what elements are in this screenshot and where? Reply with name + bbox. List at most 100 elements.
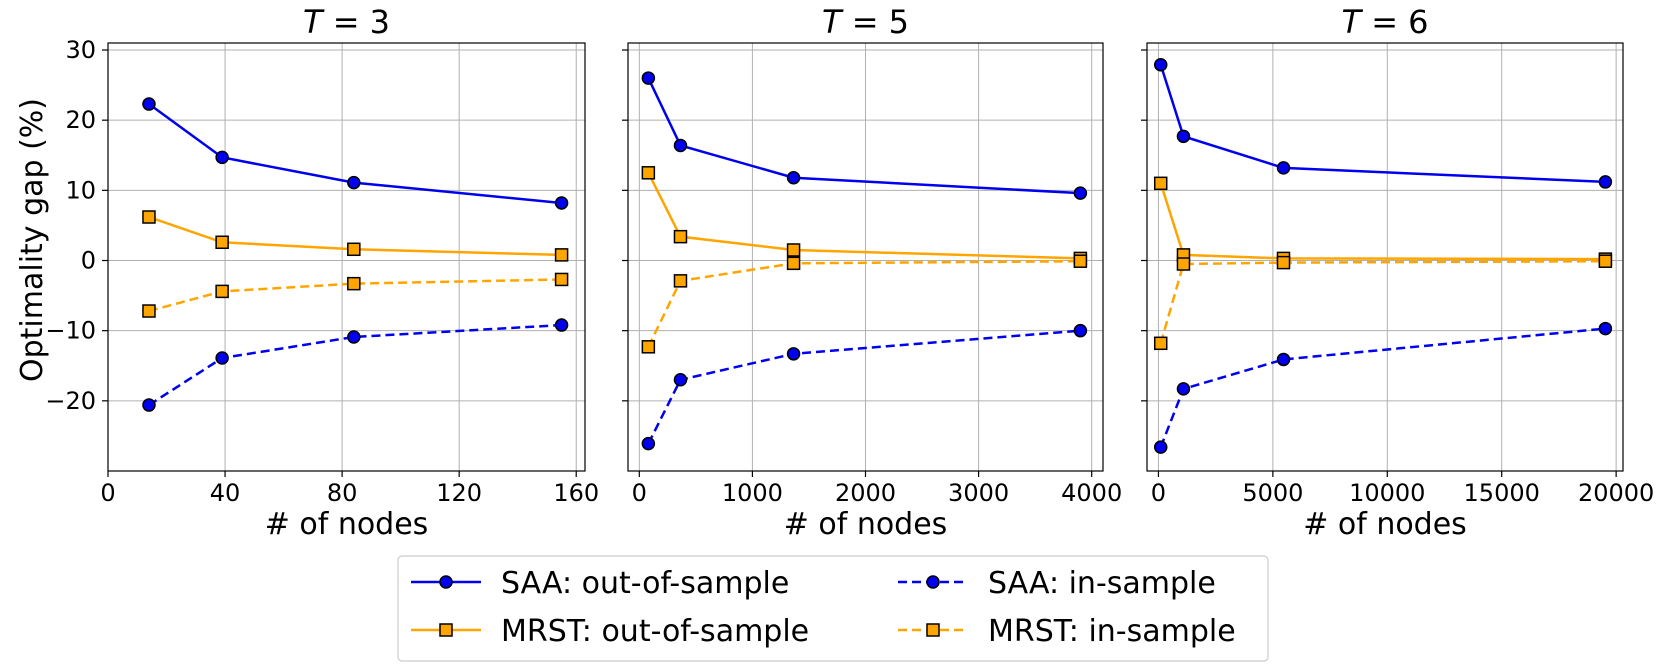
legend-marker — [439, 575, 453, 589]
data-point — [1176, 129, 1191, 144]
series-line-saa_out — [1159, 64, 1606, 184]
x-tick-label: 5000 — [1242, 479, 1303, 507]
data-point — [347, 175, 361, 190]
x-tick-label: 3000 — [948, 479, 1009, 507]
data-point — [641, 166, 656, 180]
data-point — [1276, 161, 1291, 175]
legend-marker — [439, 623, 453, 637]
x-tick-label: 80 — [327, 479, 358, 507]
y-tick-label: 10 — [65, 176, 96, 204]
legend-entry-mrst_in: MRST: in-sample — [898, 614, 1236, 649]
x-axis-title: # of nodes — [265, 507, 429, 542]
data-point — [641, 340, 656, 354]
legend-label: MRST: out-of-sample — [501, 614, 809, 649]
grid — [107, 43, 585, 471]
legend: SAA: out-of-sample SAA: in-sample MRST: ou… — [397, 555, 1269, 662]
legend-marker — [926, 623, 940, 637]
data-point — [1153, 440, 1168, 454]
panel-title-variable: T — [1341, 3, 1363, 41]
panel-1: 0 40 80 120 160 30 20 10 0 −10 −20 # of nodes T = 3 — [45, 3, 599, 542]
series-saa_in — [641, 323, 1088, 451]
series-line-saa_out — [148, 103, 562, 205]
data-point — [1176, 382, 1191, 396]
series-line-mrst_in — [647, 259, 1081, 348]
data-point — [1153, 336, 1168, 351]
data-point — [1153, 58, 1168, 72]
series-line-saa_in — [1159, 327, 1606, 448]
data-point — [347, 276, 361, 291]
data-point — [215, 235, 229, 250]
plot-frame — [107, 42, 586, 472]
y-tick-label: −20 — [45, 387, 96, 415]
data-point — [673, 274, 688, 288]
panel-title: T = 5 — [822, 3, 909, 41]
data-point — [554, 196, 569, 210]
panel-title-value: = 3 — [323, 3, 391, 41]
series-line-saa_out — [647, 77, 1081, 195]
data-point — [673, 138, 688, 153]
panel-title-variable: T — [303, 3, 325, 41]
panel-title: T = 6 — [1341, 3, 1428, 41]
data-point — [1073, 323, 1088, 338]
data-point — [786, 170, 801, 185]
y-tick-label: 30 — [65, 36, 96, 64]
data-point — [215, 150, 229, 165]
series-line-mrst_in — [148, 278, 562, 313]
data-point — [641, 71, 656, 85]
data-point — [554, 272, 569, 287]
panel-title-value: = 6 — [1361, 3, 1429, 41]
series-saa_in — [1153, 321, 1613, 454]
y-tick-label: −10 — [45, 317, 96, 345]
data-point — [347, 242, 361, 257]
x-tick-label: 10000 — [1349, 479, 1425, 507]
x-tick-label: 1000 — [722, 479, 783, 507]
plot-frame — [1146, 42, 1624, 472]
panel-title-value: = 5 — [842, 3, 910, 41]
series-line-saa_in — [148, 323, 562, 407]
data-point — [1276, 352, 1291, 367]
series-saa_in — [142, 318, 569, 412]
series-line-saa_in — [647, 329, 1081, 445]
data-point — [1176, 257, 1191, 271]
data-point — [673, 373, 688, 387]
data-point — [215, 284, 229, 299]
data-point — [215, 351, 229, 365]
series-saa_out — [641, 71, 1088, 200]
x-axis-title: # of nodes — [784, 507, 948, 542]
series-mrst_in — [1153, 254, 1613, 351]
x-tick-label: 0 — [1151, 479, 1166, 507]
y-tick-label: 0 — [81, 247, 96, 275]
data-point — [1598, 254, 1613, 268]
x-tick-label: 0 — [632, 479, 647, 507]
data-point — [1153, 176, 1168, 191]
x-tick-label: 0 — [100, 479, 115, 507]
series-line-mrst_out — [148, 215, 562, 257]
panel-title: T = 3 — [303, 3, 390, 41]
series-line-mrst_out — [647, 172, 1081, 260]
data-point — [673, 229, 688, 244]
legend-label: SAA: in-sample — [988, 566, 1216, 601]
legend-label: SAA: out-of-sample — [501, 566, 789, 601]
data-point — [347, 330, 361, 344]
data-point — [1598, 321, 1613, 336]
x-tick-label: 40 — [210, 479, 241, 507]
data-point — [786, 243, 801, 257]
legend-frame — [397, 555, 1269, 662]
panel-title-variable: T — [822, 3, 844, 41]
legend-entry-mrst_out: MRST: out-of-sample — [411, 614, 809, 649]
data-point — [1598, 175, 1613, 189]
data-point — [1276, 255, 1291, 270]
data-point — [142, 304, 156, 318]
y-axis-title: Optimality gap (%) — [15, 98, 50, 382]
x-axis-title: # of nodes — [1303, 507, 1467, 542]
data-point — [142, 97, 156, 111]
series-mrst_out — [142, 210, 569, 262]
legend-marker — [926, 575, 940, 589]
series-mrst_in — [641, 254, 1088, 354]
y-tick-label: 20 — [65, 106, 96, 134]
data-point — [786, 347, 801, 361]
data-point — [1073, 186, 1088, 200]
data-point — [786, 256, 801, 271]
